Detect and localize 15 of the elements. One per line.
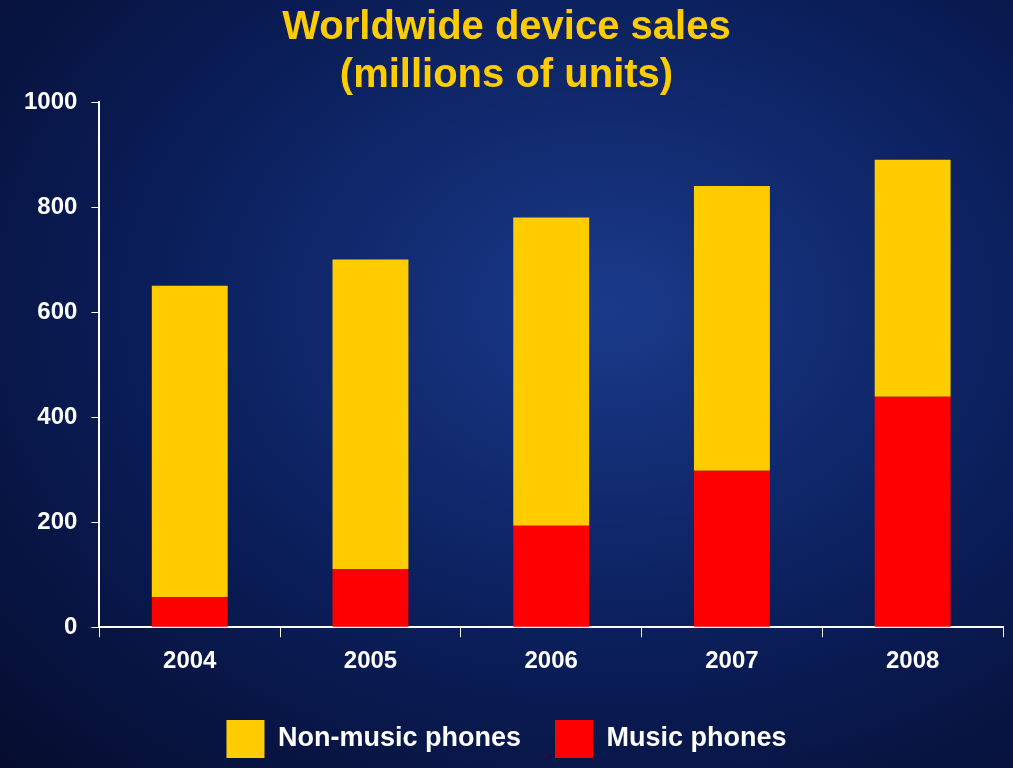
y-tick-label: 400 (37, 401, 78, 429)
text: Worldwide device sales (282, 3, 731, 48)
x-tick-label: 2007 (705, 646, 759, 674)
x-tick-label: 2005 (343, 646, 398, 674)
y-tick-label: 200 (37, 506, 78, 534)
legend-label: Music phones (606, 722, 787, 753)
text: (millions of units) (339, 51, 674, 96)
y-tick-label: 0 (64, 611, 78, 639)
y-tick-label: 600 (37, 296, 78, 324)
y-tick-label: 1000 (24, 86, 78, 114)
y-tick-label: 800 (37, 191, 78, 219)
x-tick-label: 2004 (163, 646, 218, 674)
legend-label: Non-music phones (277, 722, 521, 753)
x-tick-label: 2006 (524, 646, 578, 674)
x-tick-label: 2008 (885, 646, 940, 674)
